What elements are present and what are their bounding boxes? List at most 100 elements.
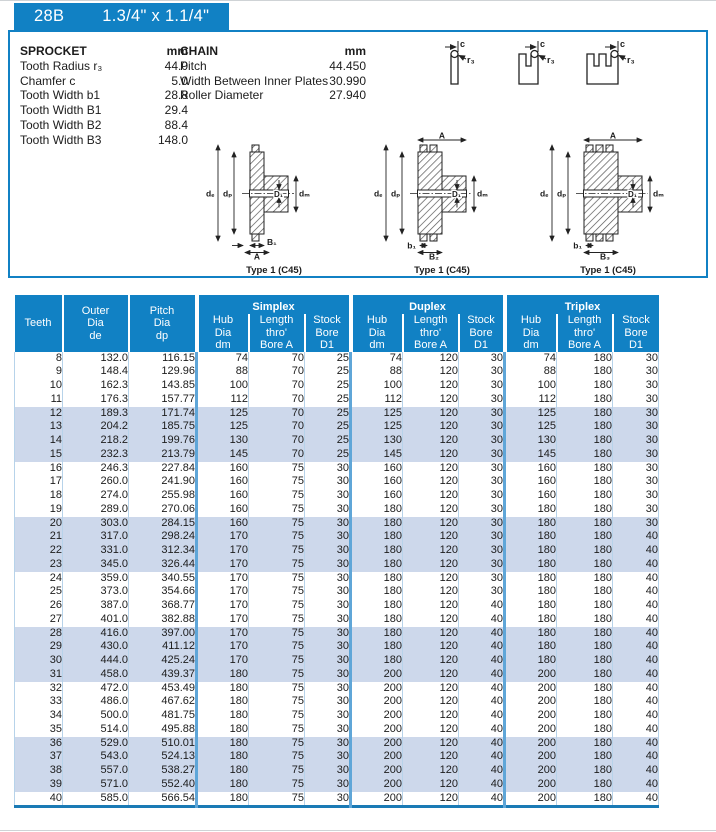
table-cell: 180	[556, 461, 614, 476]
diagram-caption: Type 1 (C45)	[414, 265, 470, 276]
table-cell: 170	[196, 599, 249, 613]
table-cell: 495.88	[128, 722, 198, 737]
table-row: 11 176.3 157.77 112 70 25 112 120 30 112 180 30	[14, 392, 660, 407]
table-cell: 26	[14, 599, 63, 613]
table-cell: 180	[556, 420, 614, 434]
svg-text:D₁: D₁	[452, 190, 462, 199]
table-cell: 180	[556, 530, 614, 544]
table-cell: 486.0	[62, 695, 129, 709]
table-cell: 180	[556, 447, 614, 462]
cross-section-drawing: dₑ dₚ D₁ dₘ B₁ A	[206, 144, 310, 262]
spec-row: Tooth Radius r₃ 44.0	[20, 59, 188, 74]
table-cell: 27	[14, 612, 63, 627]
table-cell: 180	[556, 612, 614, 627]
table-cell: 70	[248, 447, 305, 462]
table-cell: 180	[350, 626, 404, 641]
page-bottom-rule	[0, 830, 716, 831]
table-cell: 439.37	[128, 667, 198, 682]
table-cell: 30	[304, 489, 353, 503]
table-row: 16 246.3 227.84 160 75 30 160 120 30 160 180 30	[14, 461, 660, 476]
table-cell: 88	[350, 365, 404, 379]
table-cell: 25	[304, 447, 353, 462]
table-cell: 227.84	[128, 461, 198, 476]
col-header-teeth: Teeth	[14, 295, 64, 352]
table-cell: 373.0	[62, 585, 129, 599]
svg-text:c: c	[540, 39, 545, 49]
table-cell: 180	[556, 599, 614, 613]
table-cell: 30	[458, 557, 507, 572]
table-row: 32 472.0 453.49 180 75 30 200 120 40 200 180 40	[14, 681, 660, 696]
product-code: 28B	[34, 7, 65, 25]
svg-text:dₘ: dₘ	[653, 189, 664, 199]
table-cell: 30	[304, 599, 353, 613]
table-cell: 70	[248, 379, 305, 393]
table-cell: 160	[196, 502, 249, 517]
table-cell: 40	[612, 764, 660, 778]
table-cell: 40	[458, 764, 507, 778]
table-cell: 180	[556, 709, 614, 723]
table-cell: 180	[556, 489, 614, 503]
table-cell: 30	[304, 585, 353, 599]
spec-row: Tooth Width B1 29.4	[20, 103, 188, 118]
table-cell: 200	[350, 722, 404, 737]
table-row: 8 132.0 116.15 74 70 25 74 120 30 74 180 30	[14, 351, 660, 366]
table-cell: 180	[350, 502, 404, 517]
table-cell: 180	[504, 654, 558, 668]
table-cell: 180	[350, 557, 404, 572]
table-cell: 28	[14, 626, 63, 641]
spec-value: 27.940	[329, 88, 366, 103]
table-cell: 30	[612, 420, 660, 434]
table-cell: 200	[350, 750, 404, 764]
spec-label: Tooth Width B1	[20, 103, 102, 118]
table-cell: 30	[304, 777, 353, 792]
table-cell: 180	[556, 585, 614, 599]
table-cell: 40	[458, 612, 507, 627]
tooth-profile-diagram-2: c r₃	[518, 39, 555, 85]
table-cell: 180	[504, 571, 558, 586]
table-cell: 246.3	[62, 461, 129, 476]
spec-value: 5.0	[171, 73, 188, 88]
table-cell: 148.4	[62, 365, 129, 379]
table-cell: 170	[196, 544, 249, 558]
table-cell: 120	[402, 722, 460, 737]
table-row: 31 458.0 439.37 180 75 30 200 120 40 200 180 40	[14, 667, 660, 682]
table-cell: 120	[402, 365, 460, 379]
table-cell: 30	[458, 502, 507, 517]
table-cell: 88	[504, 365, 558, 379]
table-cell: 32	[14, 681, 63, 696]
table-cell: 40	[612, 750, 660, 764]
svg-text:dₑ: dₑ	[374, 189, 382, 199]
table-cell: 30	[304, 654, 353, 668]
table-cell: 130	[350, 434, 404, 448]
table-cell: 120	[402, 475, 460, 489]
table-cell: 70	[248, 351, 305, 366]
table-cell: 129.96	[128, 365, 198, 379]
table-cell: 40	[612, 530, 660, 544]
table-cell: 368.77	[128, 599, 198, 613]
table-cell: 75	[248, 777, 305, 792]
table-cell: 200	[350, 791, 404, 807]
table-cell: 30	[304, 626, 353, 641]
cross-section-diagram-simplex: dₑ dₚ D₁ dₘ B₁ A Type 1 (C45)	[200, 132, 348, 276]
table-cell: 120	[402, 599, 460, 613]
table-cell: 200	[504, 791, 558, 807]
table-cell: 120	[402, 585, 460, 599]
table-cell: 160	[350, 489, 404, 503]
table-cell: 11	[14, 392, 63, 407]
table-cell: 571.0	[62, 777, 129, 792]
table-cell: 458.0	[62, 667, 129, 682]
table-cell: 160	[350, 475, 404, 489]
table-cell: 40	[612, 654, 660, 668]
spec-row: Tooth Width b1 28.8	[20, 88, 188, 103]
table-cell: 75	[248, 654, 305, 668]
table-cell: 260.0	[62, 475, 129, 489]
table-cell: 120	[402, 764, 460, 778]
spec-value: 44.0	[164, 58, 188, 73]
table-cell: 30	[458, 475, 507, 489]
spec-label: Tooth Width B2	[20, 117, 102, 132]
table-cell: 30	[304, 571, 353, 586]
table-cell: 180	[196, 667, 249, 682]
table-cell: 200	[350, 667, 404, 682]
table-cell: 75	[248, 709, 305, 723]
table-cell: 70	[248, 392, 305, 407]
